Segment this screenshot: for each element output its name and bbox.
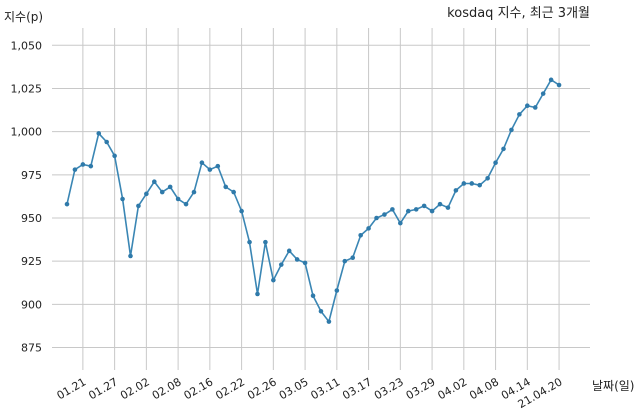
x-axis-ticks: 01.2101.2702.0202.0802.1602.2202.2603.05…	[55, 375, 565, 411]
data-point	[112, 153, 117, 159]
data-point	[120, 196, 125, 202]
data-point	[366, 226, 371, 231]
y-tick-label: 950	[21, 212, 42, 225]
data-point	[263, 239, 268, 245]
y-axis-label: 지수(p)	[4, 10, 43, 24]
data-point	[461, 181, 467, 186]
y-tick-label: 875	[21, 342, 42, 355]
data-point	[350, 255, 356, 261]
y-tick-label: 1,050	[11, 39, 43, 52]
data-point	[405, 208, 411, 214]
data-point	[223, 184, 229, 190]
x-tick-label: 02.08	[150, 375, 184, 402]
x-tick-label: 03.23	[372, 375, 406, 402]
data-point	[501, 146, 506, 152]
data-point	[215, 163, 221, 169]
data-point	[64, 201, 70, 207]
y-axis-ticks: 875 900 925 950 975 1,000 1,025 1,050	[11, 39, 43, 354]
data-point	[191, 189, 197, 195]
data-point	[231, 189, 236, 195]
data-point	[517, 112, 522, 117]
data-point	[286, 248, 292, 254]
data-point	[398, 220, 403, 226]
data-point	[525, 103, 530, 109]
data-point	[334, 288, 340, 293]
data-point	[532, 105, 538, 110]
data-point	[88, 163, 94, 169]
data-point	[485, 175, 490, 181]
data-point	[294, 257, 300, 262]
data-point	[175, 196, 181, 202]
data-point	[144, 191, 149, 197]
x-tick-label: 03.11	[309, 375, 343, 402]
data-point	[437, 201, 443, 207]
x-axis-label: 날짜(일)	[592, 379, 634, 393]
data-point	[374, 215, 379, 221]
data-point	[271, 277, 276, 283]
data-point	[159, 189, 165, 195]
data-point	[167, 184, 173, 190]
x-tick-label: 02.26	[245, 375, 279, 402]
y-tick-label: 925	[21, 255, 42, 268]
data-point	[540, 91, 546, 96]
x-tick-label: 02.22	[213, 375, 247, 402]
data-point	[255, 291, 260, 297]
data-point	[72, 167, 78, 172]
data-point	[390, 207, 395, 212]
data-points	[64, 77, 562, 324]
data-point	[509, 127, 514, 133]
data-point	[183, 201, 189, 207]
data-point	[556, 82, 562, 88]
data-point	[382, 212, 387, 217]
x-tick-label: 01.21	[55, 375, 89, 402]
x-tick-label: 04.02	[436, 375, 470, 402]
x-tick-label: 04.08	[467, 375, 501, 402]
data-point	[278, 262, 284, 267]
data-point	[80, 162, 86, 167]
data-point	[96, 131, 102, 136]
data-point	[136, 203, 141, 209]
chart-title: kosdaq 지수, 최근 3개월	[447, 6, 590, 21]
y-tick-label: 1,000	[11, 126, 43, 139]
y-tick-label: 900	[21, 298, 42, 311]
data-point	[342, 258, 348, 264]
x-tick-label: 03.29	[404, 375, 438, 402]
x-tick-label: 03.05	[277, 375, 311, 402]
data-point	[199, 160, 205, 166]
data-point	[247, 239, 252, 245]
series-line	[66, 78, 560, 324]
data-point	[128, 253, 133, 259]
data-point	[548, 77, 554, 83]
data-point	[429, 208, 435, 214]
data-point	[477, 182, 482, 188]
x-tick-label: 01.27	[86, 375, 120, 402]
data-point	[493, 160, 498, 166]
data-point	[469, 181, 475, 186]
grid	[52, 28, 590, 370]
data-point	[326, 319, 332, 324]
data-point	[152, 179, 157, 185]
data-point	[239, 208, 244, 214]
data-point	[453, 188, 459, 193]
data-point	[104, 139, 109, 145]
data-point	[358, 232, 363, 238]
x-tick-label: 02.16	[182, 375, 216, 402]
data-point	[445, 205, 451, 210]
data-point	[413, 207, 419, 212]
x-tick-label: 02.02	[118, 375, 152, 402]
data-point	[207, 167, 213, 172]
data-point	[302, 260, 308, 266]
data-point	[421, 203, 427, 209]
y-tick-label: 1,025	[11, 82, 43, 95]
data-point	[310, 293, 316, 299]
x-tick-label: 03.17	[340, 375, 374, 402]
data-point	[318, 308, 324, 314]
y-tick-label: 975	[21, 169, 42, 182]
